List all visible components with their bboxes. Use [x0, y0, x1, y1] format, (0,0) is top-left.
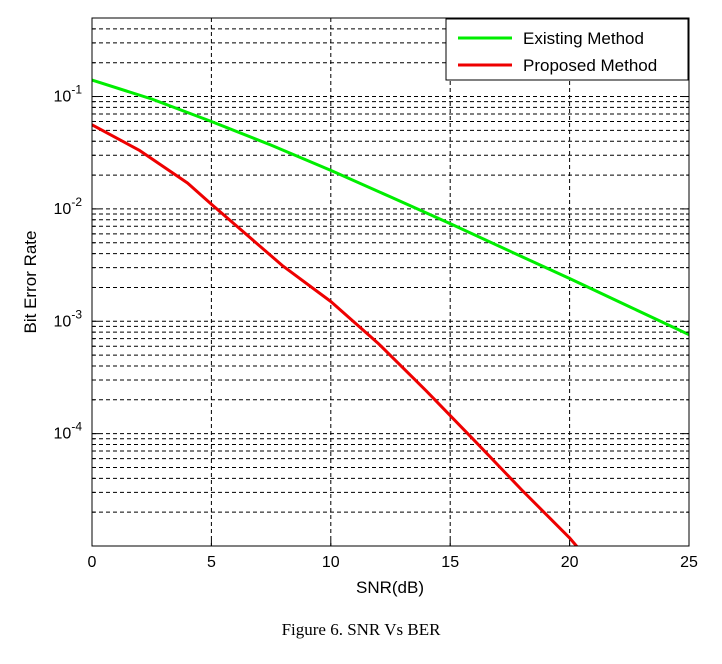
plot-area — [92, 18, 689, 546]
plot-frame — [91, 17, 690, 547]
x-tick-label: 20 — [561, 554, 579, 571]
legend-label-proposed: Proposed Method — [523, 56, 657, 75]
x-axis-title: SNR(dB) — [356, 578, 424, 597]
series-line-0 — [92, 78, 689, 337]
x-tick-label: 10 — [322, 554, 340, 571]
y-tick-label: 10-4 — [54, 420, 83, 443]
legend-label-existing: Existing Method — [523, 29, 644, 48]
x-tick-label: 5 — [207, 554, 216, 571]
x-tick-label: 25 — [680, 554, 698, 571]
figure-caption: Figure 6. SNR Vs BER — [281, 620, 441, 639]
y-tick-label: 10-3 — [54, 307, 83, 330]
y-axis-title: Bit Error Rate — [21, 231, 40, 334]
series-lines — [92, 78, 689, 546]
ber-chart: 0 5 10 15 20 25 10-1 10-2 10-3 10-4 SNR(dB) Bit … — [21, 17, 698, 597]
ticks — [91, 28, 690, 546]
x-tick-label: 0 — [88, 554, 97, 571]
legend-box — [445, 18, 689, 81]
x-tick-label: 15 — [441, 554, 459, 571]
legend: Existing Method Proposed Method — [445, 18, 689, 81]
y-tick-label: 10-1 — [54, 83, 83, 106]
y-tick-label: 10-2 — [54, 195, 83, 218]
series-line-1 — [92, 123, 579, 546]
x-tick-labels: 0 5 10 15 20 25 — [88, 554, 698, 571]
y-tick-labels: 10-1 10-2 10-3 10-4 — [54, 83, 83, 443]
